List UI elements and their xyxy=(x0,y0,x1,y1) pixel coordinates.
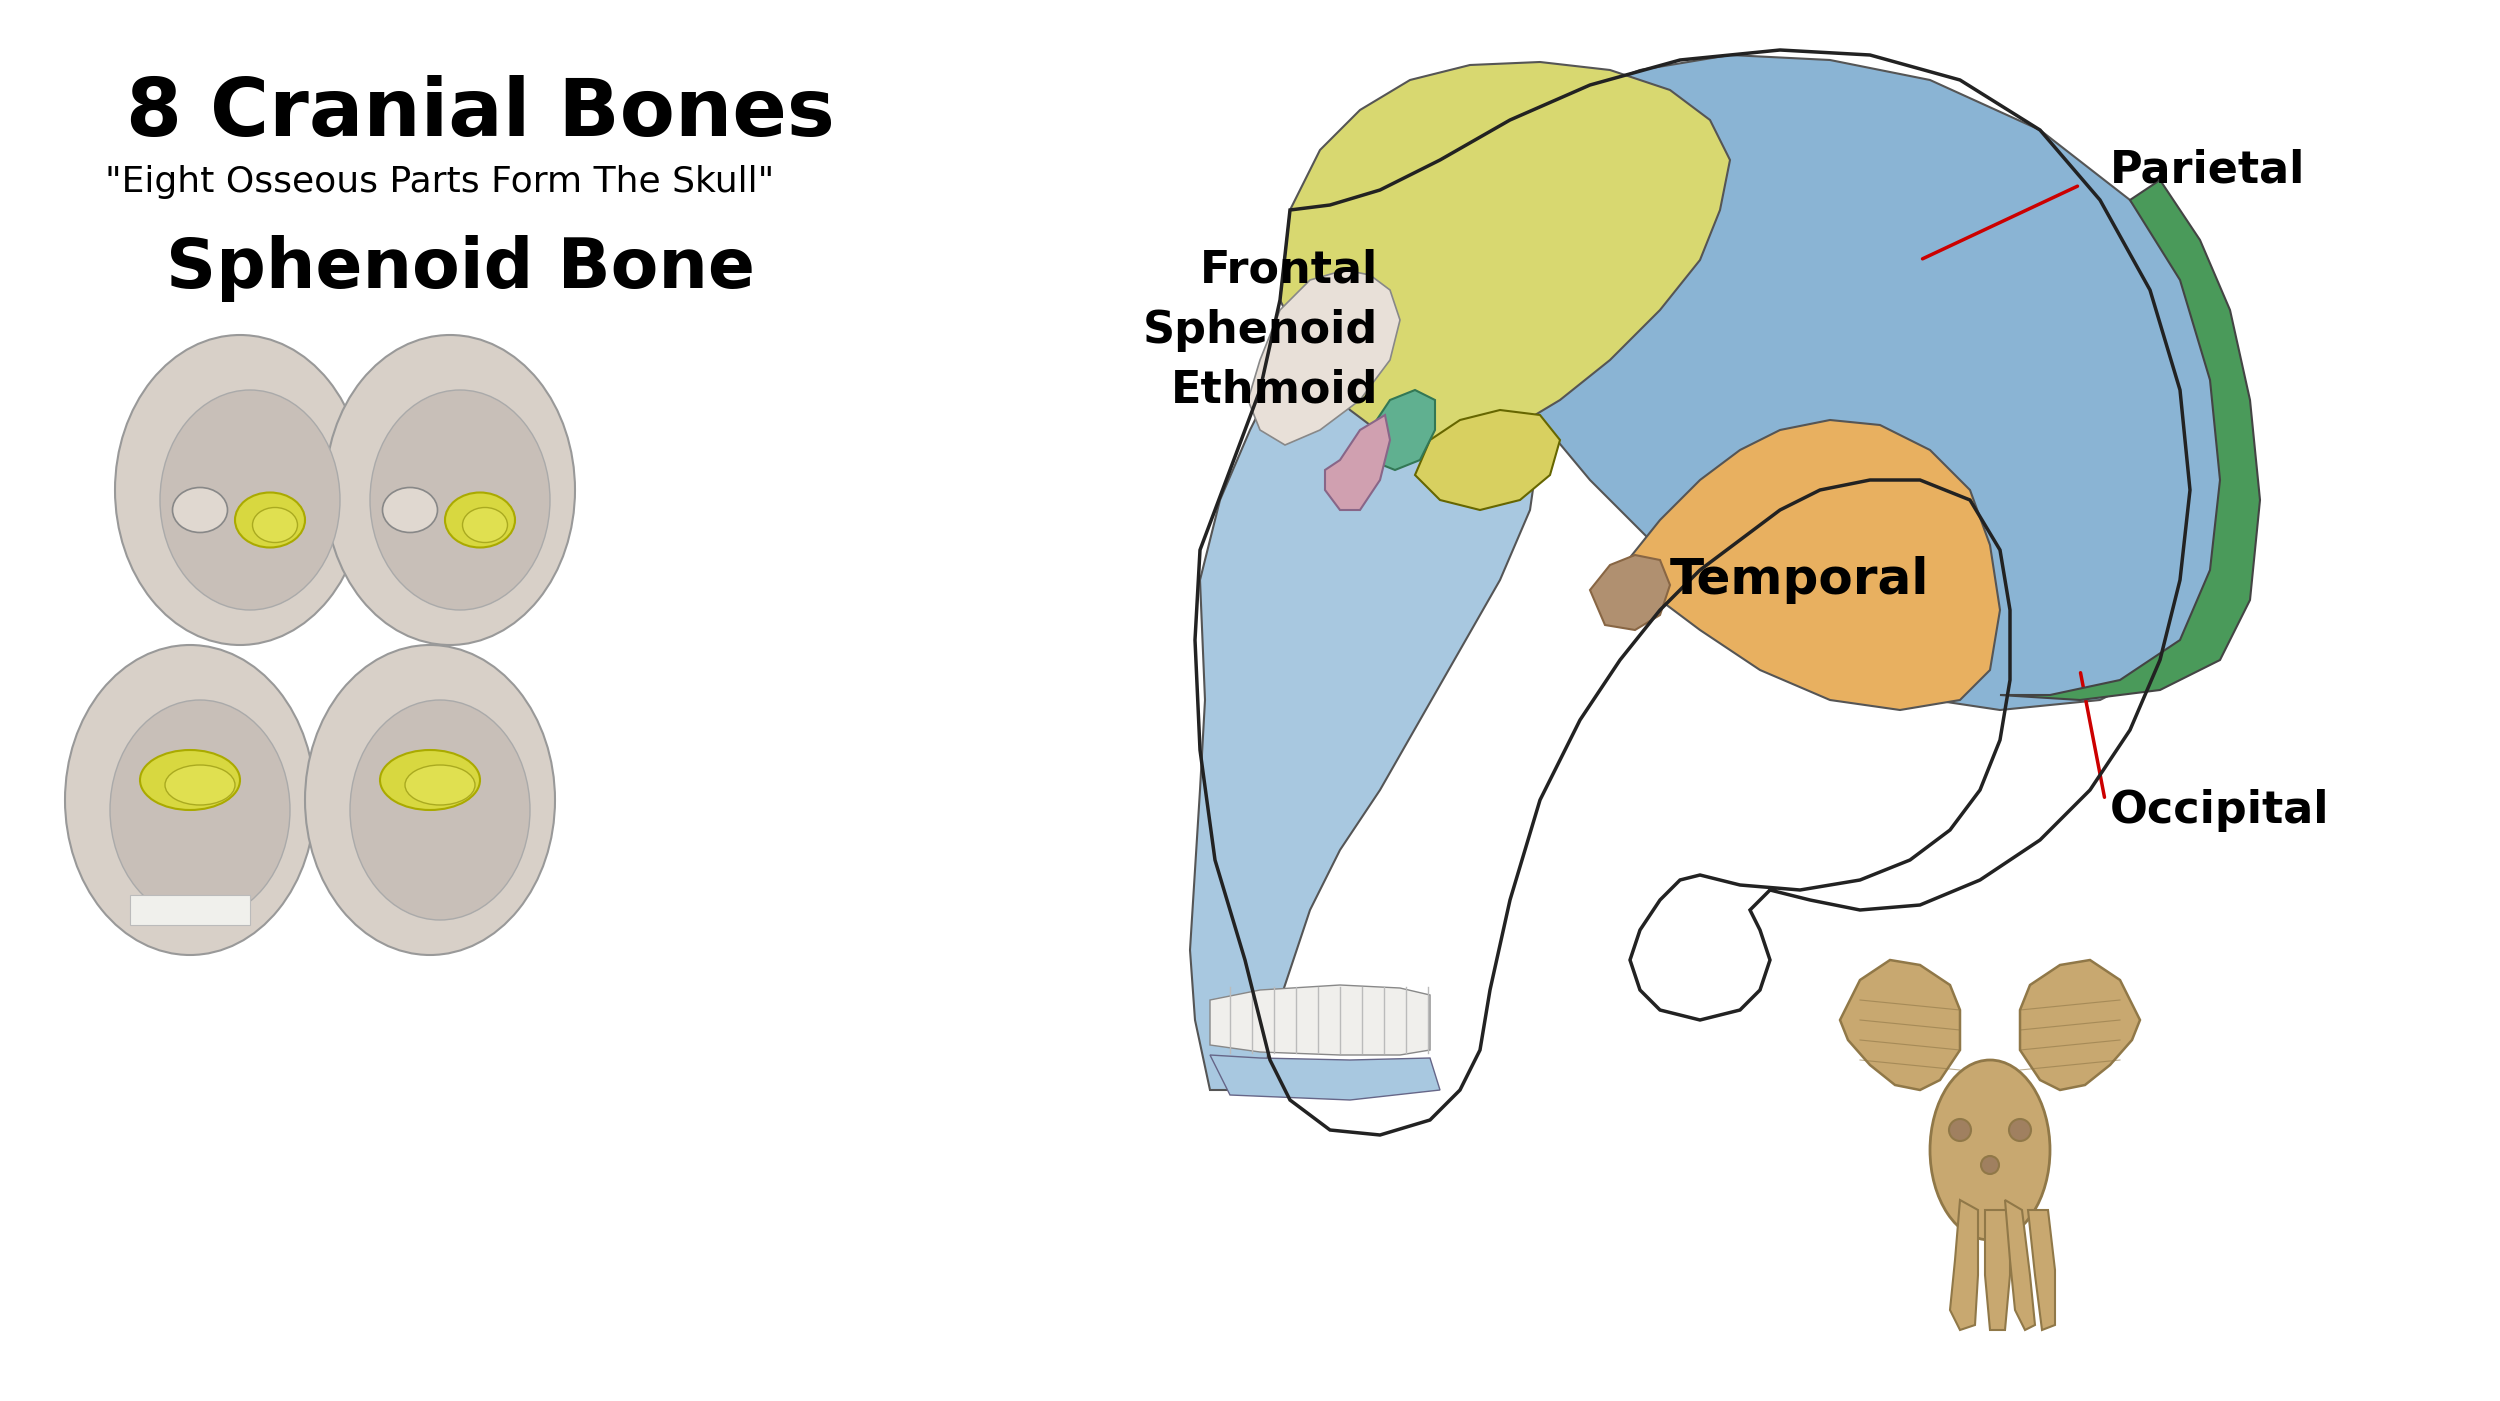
Polygon shape xyxy=(1210,985,1430,1055)
Polygon shape xyxy=(2028,1210,2055,1330)
Text: "Eight Osseous Parts Form The Skull": "Eight Osseous Parts Form The Skull" xyxy=(105,165,775,199)
Polygon shape xyxy=(1210,1055,1440,1100)
Polygon shape xyxy=(1280,62,1730,450)
Ellipse shape xyxy=(1930,1061,2050,1240)
Text: Temporal: Temporal xyxy=(1670,556,1930,604)
Ellipse shape xyxy=(165,765,235,806)
Ellipse shape xyxy=(350,700,530,920)
Text: Occipital: Occipital xyxy=(2110,789,2330,832)
Ellipse shape xyxy=(173,488,228,532)
Polygon shape xyxy=(1325,415,1390,510)
Polygon shape xyxy=(2005,1201,2035,1330)
Ellipse shape xyxy=(2010,1119,2030,1140)
Ellipse shape xyxy=(382,488,438,532)
Polygon shape xyxy=(1950,1201,1978,1330)
Ellipse shape xyxy=(370,389,550,609)
Polygon shape xyxy=(1415,410,1560,510)
Ellipse shape xyxy=(110,700,290,920)
Ellipse shape xyxy=(1980,1156,2000,1174)
Ellipse shape xyxy=(380,750,480,810)
Ellipse shape xyxy=(325,335,575,644)
Ellipse shape xyxy=(160,389,340,609)
Text: Ethmoid: Ethmoid xyxy=(1170,368,1378,412)
Ellipse shape xyxy=(445,493,515,548)
Text: Parietal: Parietal xyxy=(2110,149,2305,192)
Polygon shape xyxy=(1840,960,1960,1090)
Ellipse shape xyxy=(115,335,365,644)
Ellipse shape xyxy=(65,644,315,955)
Ellipse shape xyxy=(1950,1119,1970,1140)
Polygon shape xyxy=(2000,179,2260,700)
Polygon shape xyxy=(1620,420,2000,710)
Ellipse shape xyxy=(235,493,305,548)
Polygon shape xyxy=(1370,389,1435,469)
Ellipse shape xyxy=(305,644,555,955)
Polygon shape xyxy=(1590,555,1670,630)
Ellipse shape xyxy=(462,507,508,542)
Text: Sphenoid Bone: Sphenoid Bone xyxy=(165,235,755,303)
Ellipse shape xyxy=(140,750,240,810)
Polygon shape xyxy=(2020,960,2140,1090)
Ellipse shape xyxy=(405,765,475,806)
Text: Sphenoid: Sphenoid xyxy=(1142,308,1378,352)
Polygon shape xyxy=(130,895,250,925)
Polygon shape xyxy=(1190,280,1540,1090)
Polygon shape xyxy=(1490,55,2250,710)
Ellipse shape xyxy=(253,507,298,542)
Text: 8 Cranial Bones: 8 Cranial Bones xyxy=(125,76,835,153)
Polygon shape xyxy=(1248,270,1400,446)
Text: Frontal: Frontal xyxy=(1200,248,1378,291)
Polygon shape xyxy=(1985,1210,2010,1330)
